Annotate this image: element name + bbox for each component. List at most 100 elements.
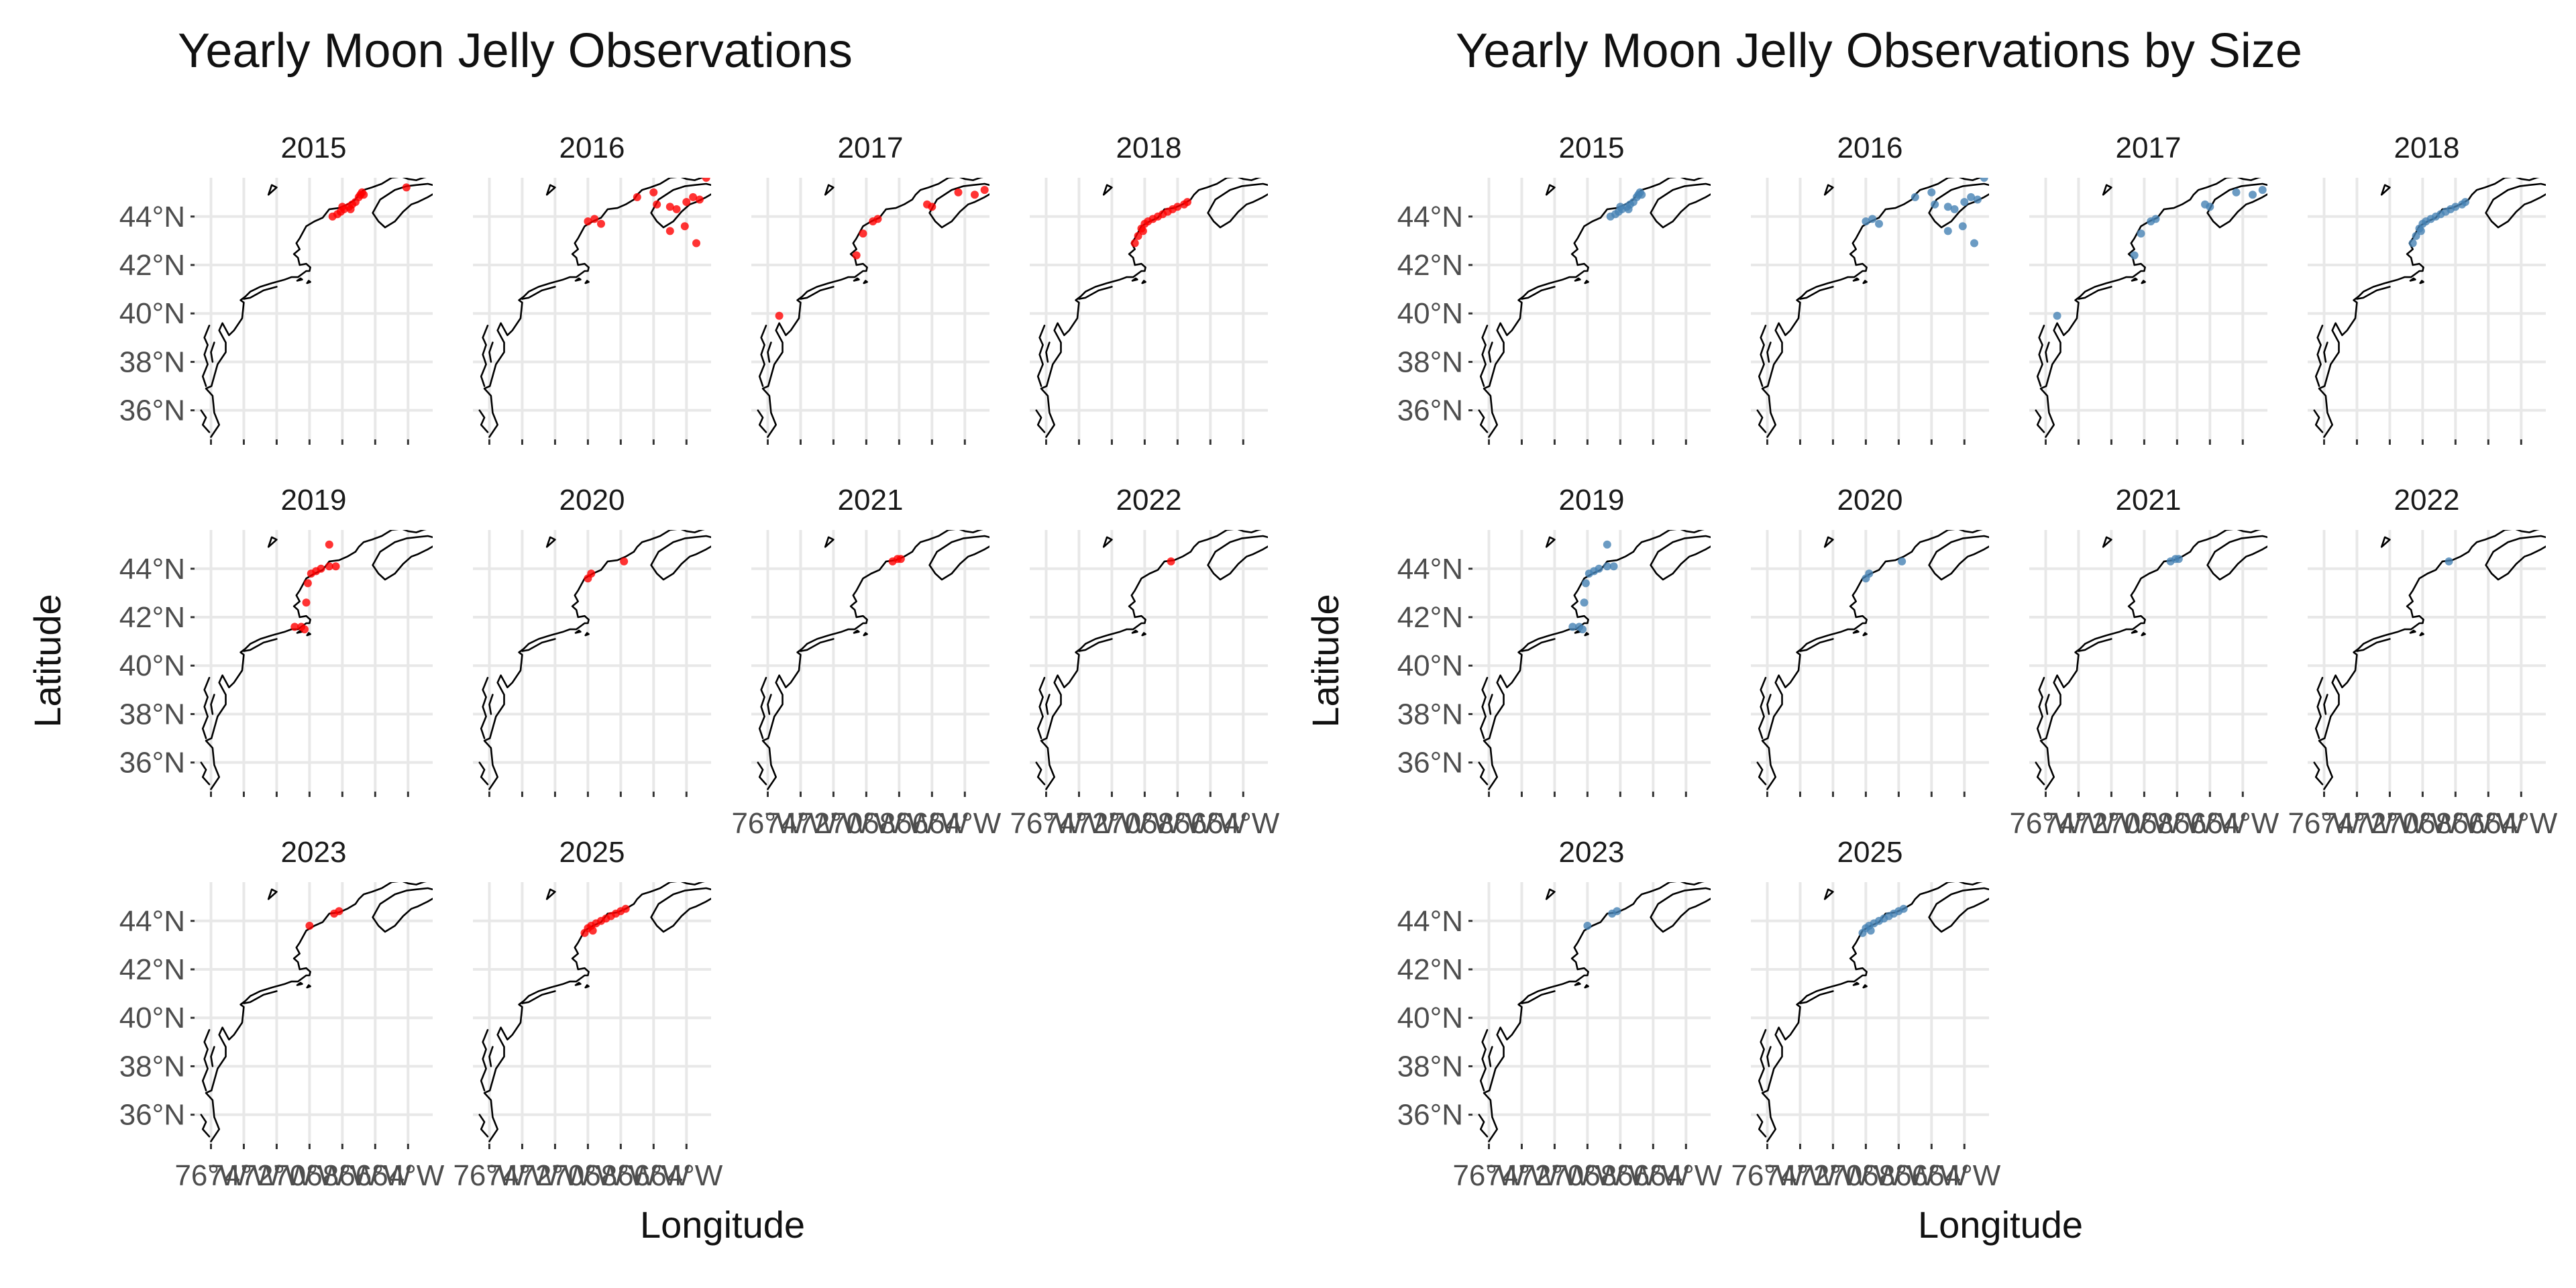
island-coast [306,984,311,989]
facet-panel-2025: 2025 76°W74°W72°W70°W68°W66°W64°W [1731,836,2000,1192]
basemap-coastline [200,178,433,438]
basemap-coastline [1035,178,1268,438]
observation-point [2151,215,2160,223]
nova-scotia-coast [928,182,989,229]
observation-point [301,625,309,634]
bay-coast [2078,286,2112,300]
y-tick-label: 36°N [1397,747,1463,780]
mainland-coast [205,530,427,790]
observation-point [2461,198,2469,207]
nova-scotia-coast [2206,535,2267,581]
y-tick-label: 36°N [1397,394,1463,427]
nova-scotia-coast [1928,887,1989,933]
observation-point [335,907,343,916]
y-tick-label: 36°N [119,747,185,780]
basemap-coastline [478,882,711,1142]
nova-scotia-coast [928,535,989,581]
x-tick-label: 76°W [453,1159,526,1192]
x-tick-label: 70°W [1551,1159,1624,1192]
island-coast [1574,981,1581,986]
facet-strip-label: 2018 [2394,131,2460,164]
bay-coast [243,990,278,1004]
bay-coast [757,409,767,433]
observation-point [1624,205,1633,213]
island-coast [267,888,278,900]
bay-coast [2314,677,2324,739]
bay-coast [1756,1114,1767,1138]
observation-point [1973,195,1982,204]
island-coast [863,632,868,637]
observation-point [1138,227,1147,235]
observation-point [346,205,355,213]
x-tick-label: 70°W [830,807,903,840]
right-x-axis-title: Longitude [1918,1203,2083,1246]
x-tick-label: 72°W [1518,1159,1591,1192]
y-tick-label: 42°N [119,249,185,282]
island-coast [1545,536,1556,548]
basemap-coastline [1478,178,1711,438]
observation-point [2445,557,2453,566]
island-coast [306,632,311,637]
basemap-coastline [1478,530,1711,790]
bay-coast [758,325,767,387]
observation-point [325,540,333,549]
observation-point [1603,562,1611,571]
bay-coast [1479,677,1489,739]
observation-point [1927,188,1936,197]
bay-coast [1758,325,1767,387]
observation-point [1960,198,1969,207]
island-coast [1131,629,1138,634]
x-tick-label: 68°W [863,807,936,840]
bay-coast [1035,409,1046,433]
x-tick-label: 64°W [2485,807,2558,840]
facet-strip-label: 2015 [1559,131,1625,164]
bay-coast [480,1029,489,1091]
bay-coast [767,694,772,715]
nova-scotia-coast [1207,535,1268,581]
x-tick-label: 72°W [519,1159,592,1192]
island-coast [574,981,582,986]
island-coast [545,888,556,900]
bay-coast [2045,694,2050,715]
facet-panel-2018: 2018 [2308,131,2546,445]
x-tick-label: 66°W [1895,1159,1968,1192]
facet-panel-2017: 2017 [751,131,989,445]
facet-panel-2017: 2017 [2029,131,2267,445]
y-tick-label: 40°N [1397,297,1463,330]
x-tick-label: 74°W [1485,1159,1558,1192]
observation-point [1911,193,1919,201]
bay-coast [1756,761,1767,786]
y-tick-label: 38°N [1397,345,1463,378]
y-tick-label: 36°N [1397,1099,1463,1132]
bay-coast [2323,341,2328,363]
y-tick-label: 44°N [119,905,185,938]
mainland-coast [2318,530,2540,790]
bay-coast [767,341,772,363]
basemap-coastline [2313,530,2546,790]
bay-coast [1488,694,1493,715]
bay-coast [521,990,556,1004]
x-tick-label: 70°W [1108,807,1181,840]
observation-point [2137,229,2145,238]
observation-point [672,205,681,213]
island-coast [1574,277,1581,282]
observation-point [1167,557,1175,566]
x-tick-label: 72°W [1075,807,1148,840]
observation-point [2053,311,2061,320]
island-coast [545,184,556,196]
x-tick-label: 68°W [2419,807,2492,840]
y-tick-label: 38°N [119,698,185,731]
bay-coast [2314,325,2324,387]
x-tick-label: 66°W [339,1159,412,1192]
bay-coast [1521,990,1556,1004]
facet-panel-2019: 2019 36°N 38°N 40°N 42°N 44°N [1397,484,1711,797]
observation-point [1875,219,1883,228]
island-coast [824,184,835,196]
island-coast [1545,888,1556,900]
bay-coast [1758,1029,1767,1091]
x-tick-label: 76°W [1010,807,1083,840]
observation-point [620,557,629,566]
bay-coast [210,341,215,363]
island-coast [296,277,303,282]
island-coast [1852,981,1860,986]
